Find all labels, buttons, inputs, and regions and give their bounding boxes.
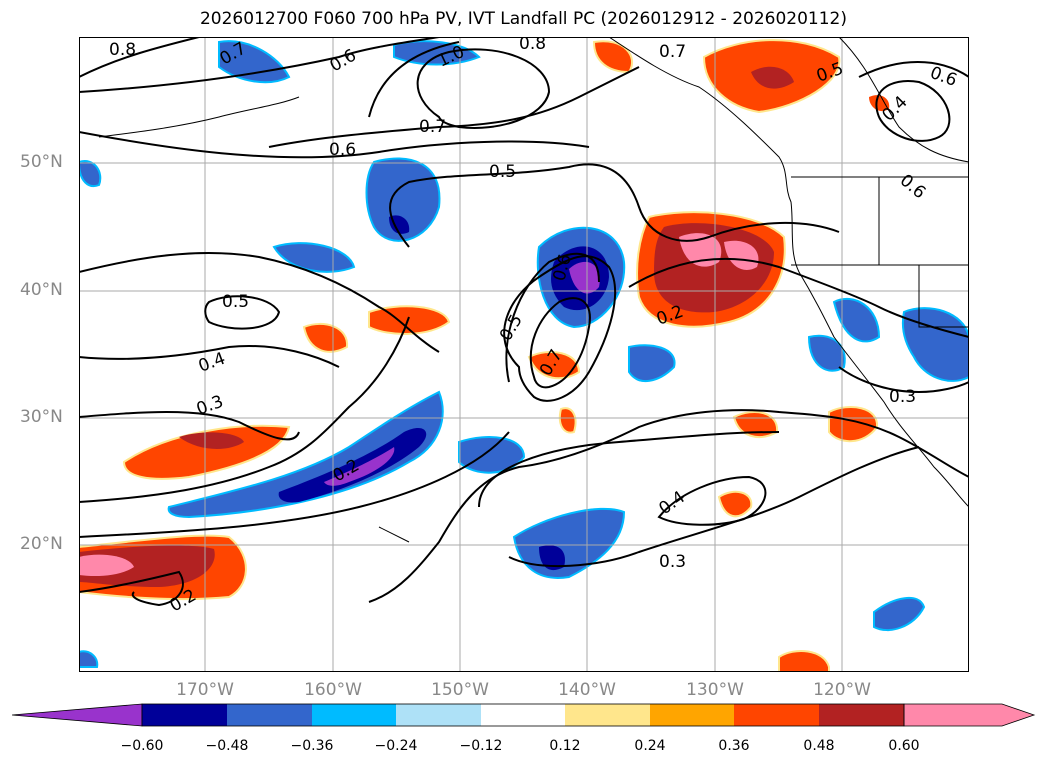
negative-anomaly (539, 545, 565, 571)
negative-anomaly (628, 344, 676, 382)
colorbar-tick: 0.60 (888, 738, 920, 754)
negative-anomaly (458, 436, 526, 474)
lat-label: 20°N (20, 534, 63, 554)
coastlines (98, 37, 969, 543)
colorbar-tick: 0.12 (549, 738, 581, 754)
lon-label: 170°W (176, 680, 234, 700)
contour-label: 0.8 (109, 40, 136, 60)
contour-label: 0.3 (889, 387, 916, 407)
positive-anomaly (751, 66, 794, 89)
positive-anomaly (558, 407, 577, 434)
positive-anomaly (869, 95, 890, 112)
colorbar-tick: 0.48 (803, 738, 835, 754)
contour-label: 0.8 (519, 37, 546, 54)
colorbar-cell (565, 704, 650, 726)
lat-label: 50°N (20, 152, 63, 172)
negative-anomaly (393, 40, 481, 66)
positive-anomaly (724, 240, 759, 270)
filled-anomalies (79, 39, 969, 672)
contour-lines (79, 37, 969, 607)
colorbar-cell (650, 704, 734, 726)
colorbar-tick: −0.12 (459, 738, 503, 754)
negative-anomaly (901, 307, 969, 382)
colorbar-cell (819, 704, 904, 726)
contour-label: 0.6 (329, 140, 356, 160)
negative-anomaly (873, 596, 926, 632)
colorbar-tick: −0.60 (120, 738, 164, 754)
colorbar-cell (481, 704, 565, 726)
colorbar-max-extend (903, 703, 1036, 727)
contour-label: 0.5 (489, 162, 516, 182)
negative-anomaly (278, 427, 427, 503)
negative-anomaly (569, 261, 600, 294)
colorbar-tick: −0.24 (374, 738, 418, 754)
positive-anomaly (302, 322, 349, 353)
positive-anomaly (828, 406, 879, 443)
contour-label: 0.5 (222, 292, 249, 312)
lon-label: 160°W (304, 680, 362, 700)
contour-label: 0.5 (496, 311, 527, 344)
colorbar-cell (227, 704, 312, 726)
contour-label: 0.3 (194, 392, 226, 420)
colorbar-tick: −0.36 (290, 738, 334, 754)
colorbar-tick: 0.24 (634, 738, 666, 754)
negative-anomaly (79, 160, 102, 187)
lon-label: 130°W (686, 680, 744, 700)
colorbar-cell (142, 704, 227, 726)
positive-anomaly (592, 40, 634, 74)
negative-anomaly (272, 242, 356, 273)
negative-anomaly (79, 650, 99, 668)
lon-label: 120°W (813, 680, 871, 700)
colorbar-cell (312, 704, 396, 726)
map-panel: 0.8 0.7 0.6 1.0 0.8 0.7 0.7 0.5 0.6 0.4 … (79, 37, 969, 672)
positive-anomaly (527, 351, 581, 380)
negative-anomaly (512, 507, 626, 579)
contour-label: 0.6 (896, 171, 930, 204)
contour-label: 0.7 (419, 117, 446, 137)
contour-label: 0.6 (327, 45, 360, 76)
negative-anomaly (807, 334, 846, 372)
lon-label: 150°W (431, 680, 489, 700)
positive-anomaly (79, 554, 134, 577)
contour-label: 0.6 (927, 63, 959, 91)
lat-label: 30°N (20, 407, 63, 427)
negative-anomaly (832, 297, 881, 343)
positive-anomaly (179, 432, 244, 449)
colorbar-min-extend (12, 703, 143, 727)
negative-anomaly (389, 215, 410, 234)
positive-anomaly (717, 490, 753, 518)
colorbar-cell (396, 704, 481, 726)
colorbar-cell (734, 704, 819, 726)
colorbar-tick: −0.48 (205, 738, 249, 754)
lat-label: 40°N (20, 280, 63, 300)
lon-label: 140°W (558, 680, 616, 700)
contour-label: 0.3 (659, 552, 686, 572)
contour-label: 0.7 (659, 42, 686, 62)
positive-anomaly (778, 650, 830, 672)
colorbar (12, 703, 1036, 727)
map-title: 2026012700 F060 700 hPa PV, IVT Landfall… (199, 9, 847, 29)
negative-anomaly (324, 447, 395, 486)
colorbar-tick: 0.36 (718, 738, 750, 754)
